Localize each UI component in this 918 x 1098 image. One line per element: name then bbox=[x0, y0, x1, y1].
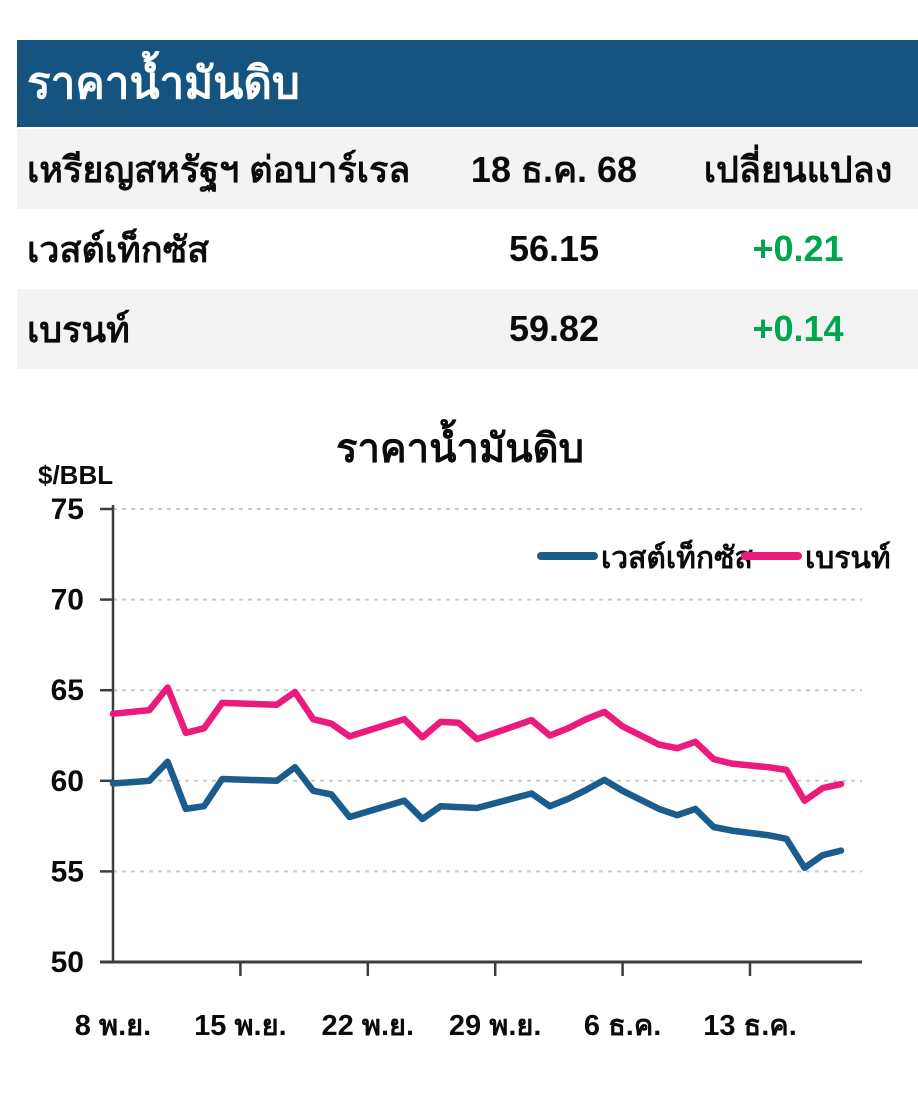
x-axis-label-21: 29 พ.ย. bbox=[449, 1010, 542, 1042]
x-axis-label-35: 13 ธ.ค. bbox=[703, 1010, 797, 1042]
page-title: ราคาน้ำมันดิบ bbox=[27, 58, 300, 108]
wti-price-line bbox=[109, 758, 845, 872]
price-value-brent: 59.82 bbox=[508, 308, 600, 349]
x-axis-label-0: 8 พ.ย. bbox=[75, 1010, 151, 1042]
x-axis-label-7: 15 พ.ย. bbox=[194, 1010, 287, 1042]
table-row-brent: เบรนท์ 59.82 +0.14 bbox=[17, 289, 918, 369]
gridlines bbox=[113, 508, 862, 873]
y-axis-label-55: 55 bbox=[51, 855, 84, 888]
y-axis-label-50: 50 bbox=[51, 946, 84, 979]
header-bar: ราคาน้ำมันดิบ bbox=[17, 40, 918, 127]
table-row-west-texas: เวสต์เท็กซัส 56.15 +0.21 bbox=[17, 209, 918, 289]
column-header-change: เปลี่ยนแปลง bbox=[703, 148, 893, 190]
column-header-date: 18 ธ.ค. 68 bbox=[470, 148, 638, 190]
y-axis-label-65: 65 bbox=[51, 674, 84, 707]
y-axis-labels: 50 55 60 65 70 75 bbox=[51, 493, 84, 979]
commodity-name-brent: เบรนท์ bbox=[27, 308, 130, 350]
oil-price-line-chart: 50 55 60 65 70 75 8 พ.ย. 15 พ.ย. 22 พ.ย. 29 พ.ย.… bbox=[38, 419, 891, 1042]
commodity-name-wti: เวสต์เท็กซัส bbox=[27, 228, 210, 270]
legend-brent-label: เบรนท์ bbox=[805, 541, 891, 575]
x-axis-label-28: 6 ธ.ค. bbox=[584, 1010, 661, 1042]
chart-title: ราคาน้ำมันดิบ bbox=[336, 419, 584, 471]
y-axis-label-70: 70 bbox=[51, 584, 84, 617]
chart-unit-label: $/BBL bbox=[38, 460, 113, 490]
legend: เวสต์เท็กซัส เบรนท์ bbox=[537, 539, 891, 575]
x-axis-label-14: 22 พ.ย. bbox=[322, 1010, 415, 1042]
table-header-row: เหรียญสหรัฐฯ ต่อบาร์เรล 18 ธ.ค. 68 เปลี่… bbox=[17, 129, 918, 209]
price-value-wti: 56.15 bbox=[508, 228, 600, 269]
y-axis-label-60: 60 bbox=[51, 765, 84, 798]
brent-price-line bbox=[109, 684, 845, 804]
price-change-wti: +0.21 bbox=[752, 228, 844, 269]
price-change-brent: +0.14 bbox=[752, 308, 844, 349]
x-axis-labels: 8 พ.ย. 15 พ.ย. 22 พ.ย. 29 พ.ย. 6 ธ.ค. 13 ธ.ค. bbox=[75, 1010, 797, 1042]
column-header-unit: เหรียญสหรัฐฯ ต่อบาร์เรล bbox=[27, 148, 411, 190]
axes bbox=[100, 505, 862, 976]
y-axis-label-75: 75 bbox=[51, 493, 84, 526]
legend-wti-label: เวสต์เท็กซัส bbox=[601, 539, 753, 575]
